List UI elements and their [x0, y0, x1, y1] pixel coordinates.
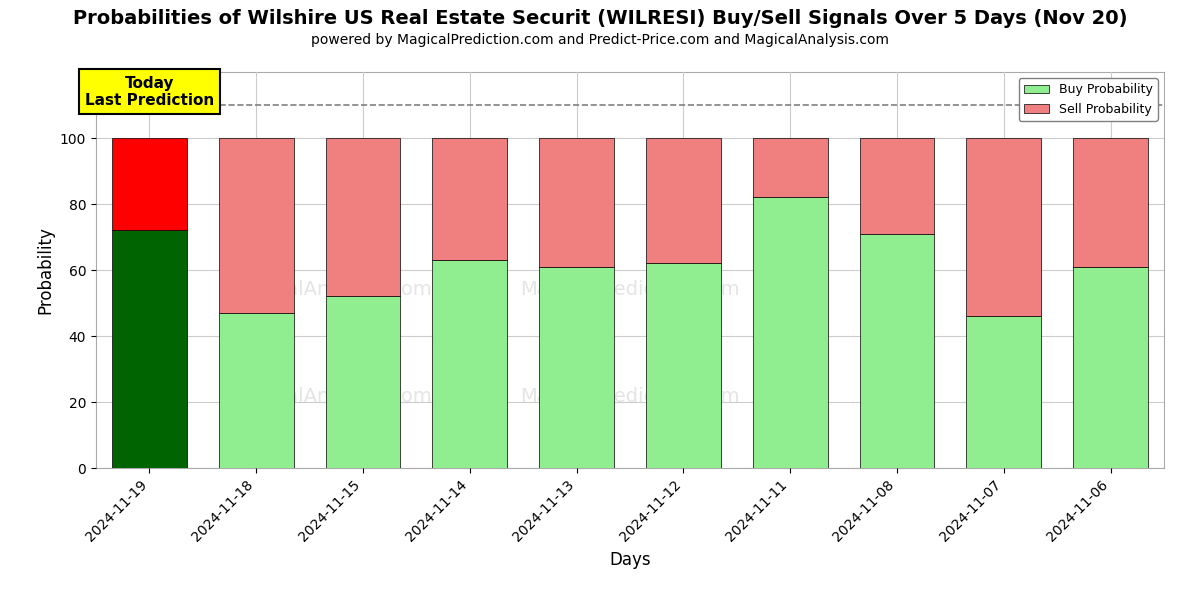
Text: Today
Last Prediction: Today Last Prediction — [85, 76, 214, 108]
Text: MagicalAnalysis.com: MagicalAnalysis.com — [229, 280, 432, 299]
Bar — [1073, 266, 1148, 468]
Bar — [646, 138, 721, 263]
Text: MagicalPrediction.com: MagicalPrediction.com — [521, 280, 739, 299]
Bar — [646, 263, 721, 468]
Bar — [112, 230, 187, 468]
Bar — [859, 138, 935, 234]
Bar — [539, 138, 614, 266]
Bar — [218, 138, 294, 313]
Bar — [752, 138, 828, 197]
Y-axis label: Probability: Probability — [36, 226, 54, 314]
Bar — [218, 313, 294, 468]
Bar — [112, 138, 187, 230]
Bar — [966, 138, 1042, 316]
Bar — [752, 197, 828, 468]
Legend: Buy Probability, Sell Probability: Buy Probability, Sell Probability — [1019, 78, 1158, 121]
Bar — [325, 296, 401, 468]
Text: MagicalAnalysis.com: MagicalAnalysis.com — [229, 387, 432, 406]
Text: MagicalPrediction.com: MagicalPrediction.com — [521, 387, 739, 406]
Bar — [859, 234, 935, 468]
X-axis label: Days: Days — [610, 551, 650, 569]
Bar — [325, 138, 401, 296]
Bar — [966, 316, 1042, 468]
Bar — [432, 138, 508, 260]
Bar — [432, 260, 508, 468]
Bar — [1073, 138, 1148, 266]
Text: Probabilities of Wilshire US Real Estate Securit (WILRESI) Buy/Sell Signals Over: Probabilities of Wilshire US Real Estate… — [73, 9, 1127, 28]
Text: powered by MagicalPrediction.com and Predict-Price.com and MagicalAnalysis.com: powered by MagicalPrediction.com and Pre… — [311, 33, 889, 47]
Bar — [539, 266, 614, 468]
